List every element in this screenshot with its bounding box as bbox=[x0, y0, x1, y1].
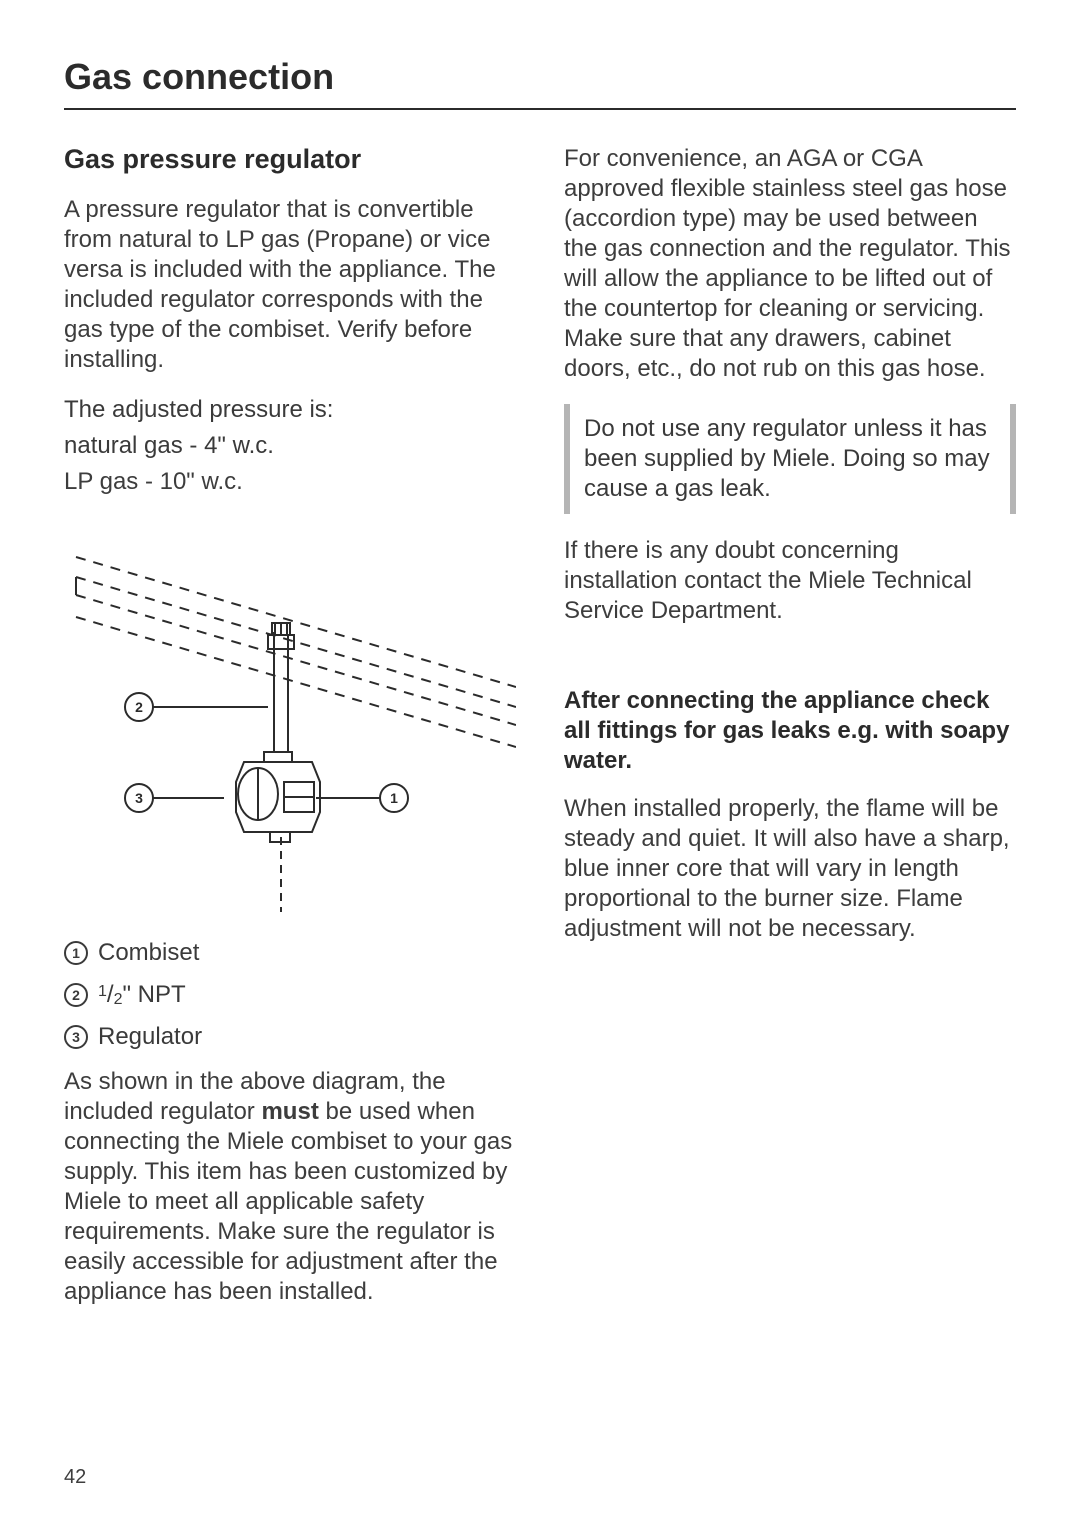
flame-paragraph: When installed properly, the flame will … bbox=[564, 794, 1016, 944]
left-column: Gas pressure regulator A pressure regula… bbox=[64, 144, 516, 1327]
legend-num-3: 3 bbox=[64, 1025, 88, 1049]
legend-item-1: 1 Combiset bbox=[64, 939, 516, 967]
leak-check-heading: After connecting the appliance check all… bbox=[564, 686, 1016, 776]
legend-label-2: 1/2" NPT bbox=[98, 981, 186, 1009]
regulator-must-paragraph: As shown in the above diagram, the inclu… bbox=[64, 1067, 516, 1307]
pressure-line-3: LP gas - 10" w.c. bbox=[64, 467, 516, 497]
page-number: 42 bbox=[64, 1466, 86, 1489]
diagram-marker-2-num: 2 bbox=[135, 699, 143, 715]
warning-text: Do not use any regulator unless it has b… bbox=[584, 414, 996, 504]
doubt-paragraph: If there is any doubt concerning install… bbox=[564, 536, 1016, 626]
diagram-legend: 1 Combiset 2 1/2" NPT 3 Regulator bbox=[64, 939, 516, 1051]
regulator-diagram: 1 2 3 bbox=[64, 517, 516, 917]
pressure-line-2: natural gas - 4" w.c. bbox=[64, 431, 516, 461]
warning-callout: Do not use any regulator unless it has b… bbox=[564, 404, 1016, 514]
content-columns: Gas pressure regulator A pressure regula… bbox=[64, 144, 1016, 1327]
diagram-marker-3-num: 3 bbox=[135, 790, 143, 806]
legend-item-2: 2 1/2" NPT bbox=[64, 981, 516, 1009]
diagram-marker-1-num: 1 bbox=[390, 790, 398, 806]
right-column: For convenience, an AGA or CGA approved … bbox=[564, 144, 1016, 1327]
section-heading: Gas pressure regulator bbox=[64, 144, 516, 175]
legend-num-1: 1 bbox=[64, 941, 88, 965]
hose-paragraph: For convenience, an AGA or CGA approved … bbox=[564, 144, 1016, 384]
legend-item-3: 3 Regulator bbox=[64, 1023, 516, 1051]
page-title: Gas connection bbox=[64, 56, 1016, 110]
legend-num-2: 2 bbox=[64, 983, 88, 1007]
legend-label-1: Combiset bbox=[98, 939, 199, 967]
pressure-line-1: The adjusted pressure is: bbox=[64, 395, 516, 425]
legend-label-3: Regulator bbox=[98, 1023, 202, 1051]
intro-paragraph: A pressure regulator that is convertible… bbox=[64, 195, 516, 375]
